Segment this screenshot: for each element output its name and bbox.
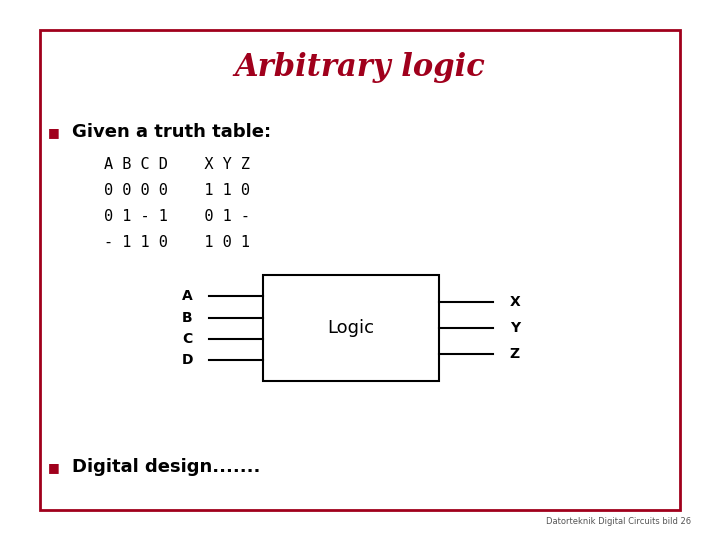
Text: - 1 1 0    1 0 1: - 1 1 0 1 0 1 — [104, 235, 251, 250]
Text: 0 0 0 0    1 1 0: 0 0 0 0 1 1 0 — [104, 183, 251, 198]
Text: Given a truth table:: Given a truth table: — [72, 123, 271, 141]
Bar — [263, 275, 439, 381]
Text: A B C D    X Y Z: A B C D X Y Z — [104, 157, 251, 172]
Text: Y: Y — [510, 321, 520, 335]
Bar — [40, 30, 680, 510]
Text: C: C — [182, 332, 192, 346]
Text: ■: ■ — [48, 126, 60, 139]
Text: B: B — [182, 310, 192, 325]
Text: D: D — [181, 353, 193, 367]
Text: Digital design.......: Digital design....... — [72, 458, 261, 476]
Text: Arbitrary logic: Arbitrary logic — [235, 52, 485, 83]
Text: ■: ■ — [48, 461, 60, 474]
Text: Z: Z — [510, 347, 520, 361]
Text: A: A — [182, 289, 192, 303]
Text: Logic: Logic — [328, 319, 374, 337]
Text: 0 1 - 1    0 1 -: 0 1 - 1 0 1 - — [104, 209, 251, 224]
Text: X: X — [510, 295, 520, 309]
Text: Datorteknik Digital Circuits bild 26: Datorteknik Digital Circuits bild 26 — [546, 517, 691, 526]
